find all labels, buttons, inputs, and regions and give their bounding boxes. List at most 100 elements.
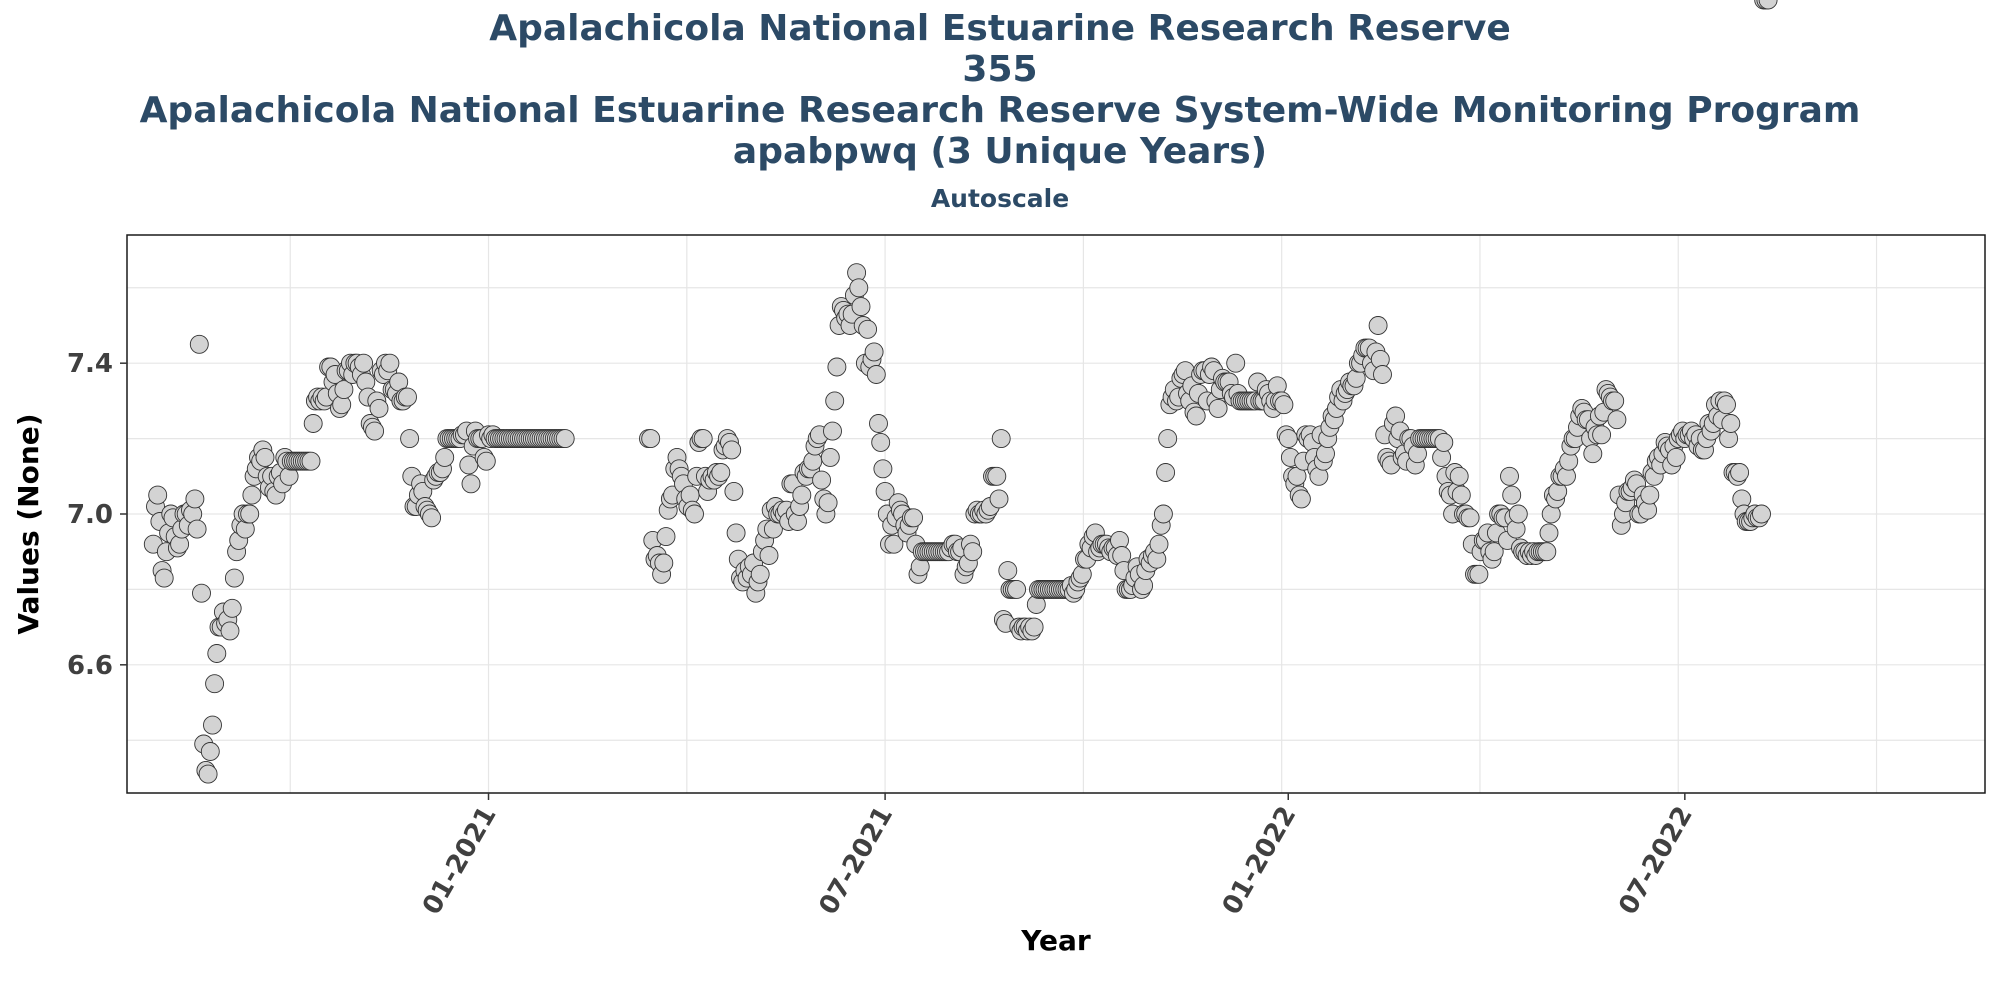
data-point	[818, 493, 838, 513]
data-point	[220, 621, 240, 641]
data-point	[369, 398, 389, 418]
y-axis-title: Values (None)	[12, 413, 45, 634]
data-point	[1508, 504, 1528, 524]
data-point	[1640, 485, 1660, 505]
data-point	[875, 481, 895, 501]
data-point	[1484, 542, 1504, 562]
data-point	[200, 742, 220, 761]
chart-title-block: Apalachicola National Estuarine Research…	[0, 8, 2000, 213]
data-point	[812, 470, 832, 490]
data-point	[1717, 395, 1736, 415]
chart-title-line-2: 355	[962, 49, 1038, 90]
data-point	[1278, 429, 1298, 449]
data-point	[1007, 579, 1027, 599]
x-tick-label: 07-2021	[814, 802, 900, 920]
data-point	[555, 429, 575, 449]
data-point	[1153, 504, 1173, 524]
data-point	[303, 414, 323, 433]
data-point	[711, 463, 731, 482]
data-point	[1758, 0, 1778, 10]
data-point	[825, 391, 845, 411]
data-point	[334, 380, 354, 400]
data-point	[858, 319, 878, 339]
data-point	[820, 447, 840, 467]
data-point	[851, 297, 871, 317]
data-point	[991, 429, 1011, 449]
data-point	[685, 504, 704, 524]
data-point	[1502, 485, 1522, 505]
data-point	[904, 508, 924, 528]
data-point	[1469, 564, 1489, 584]
y-tick-label: 7.4	[67, 349, 113, 379]
data-point	[1149, 534, 1169, 554]
x-tick-label: 01-2022	[1217, 802, 1303, 920]
data-point	[873, 459, 893, 479]
data-point	[398, 387, 417, 407]
chart-title-line-4: apabpwq (3 Unique Years)	[732, 131, 1268, 172]
data-point	[989, 489, 1009, 509]
data-point	[476, 451, 496, 471]
data-point	[435, 447, 455, 467]
data-point	[1158, 429, 1178, 449]
data-point	[1539, 523, 1559, 543]
chart-subtitle: Autoscale	[930, 184, 1070, 213]
x-tick-label: 07-2022	[1613, 802, 1699, 920]
data-point	[884, 534, 904, 554]
data-point	[1449, 466, 1469, 486]
data-point	[203, 715, 222, 735]
data-point	[827, 357, 847, 377]
data-point	[1605, 391, 1625, 411]
data-point	[1537, 542, 1557, 562]
x-axis-title: Year	[1020, 924, 1091, 957]
data-point	[1208, 398, 1228, 418]
data-point	[1721, 414, 1741, 433]
data-point	[1368, 316, 1388, 335]
grid-lines	[127, 235, 1985, 793]
data-point	[1607, 410, 1627, 430]
data-point	[1460, 508, 1480, 528]
data-point	[866, 365, 886, 384]
data-point	[301, 451, 321, 471]
data-points	[143, 0, 1778, 784]
data-point	[963, 542, 983, 562]
chart-title-line-1: Apalachicola National Estuarine Research…	[489, 8, 1511, 49]
data-point	[792, 485, 812, 505]
data-point	[869, 414, 888, 433]
data-point	[864, 342, 884, 362]
data-point	[1752, 504, 1771, 524]
data-point	[654, 553, 674, 573]
data-point	[1500, 466, 1519, 486]
data-point	[693, 429, 713, 449]
data-point	[380, 353, 400, 373]
data-point	[1156, 463, 1176, 482]
data-point	[242, 485, 262, 505]
data-point	[255, 447, 275, 467]
data-point	[205, 674, 225, 694]
data-point	[849, 278, 869, 298]
data-point	[724, 481, 744, 501]
data-point	[400, 429, 420, 449]
data-point	[354, 353, 374, 373]
data-point	[422, 508, 442, 528]
data-point	[823, 421, 842, 441]
data-point	[641, 429, 661, 449]
data-point	[1291, 489, 1311, 509]
data-point	[240, 504, 260, 524]
data-point	[750, 564, 770, 584]
chart-title-line-3: Apalachicola National Estuarine Research…	[139, 90, 1861, 131]
data-point	[998, 561, 1018, 581]
data-point	[222, 598, 242, 618]
data-point	[1274, 395, 1294, 415]
data-point	[187, 519, 207, 539]
data-point	[365, 421, 385, 441]
data-point	[759, 546, 779, 565]
data-point	[1583, 444, 1603, 464]
data-point	[185, 489, 205, 509]
data-point	[1024, 617, 1044, 637]
data-point	[1592, 425, 1612, 445]
data-point	[189, 334, 209, 354]
y-tick-label: 7.0	[67, 500, 113, 530]
data-point	[1730, 463, 1750, 482]
data-point	[1666, 447, 1686, 467]
